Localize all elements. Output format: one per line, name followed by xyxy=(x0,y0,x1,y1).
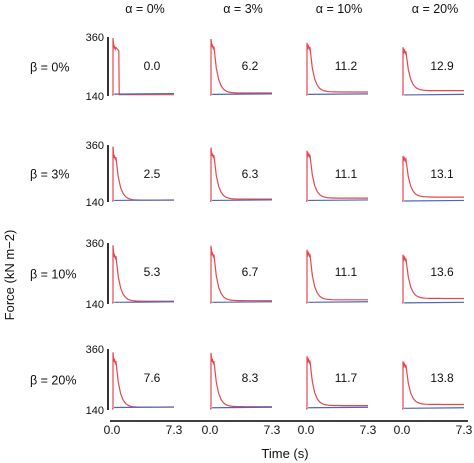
row-header-0: β = 0% xyxy=(30,61,70,75)
baseline-trace-2-1 xyxy=(212,301,273,303)
force-trace-3-3 xyxy=(402,361,464,410)
y-tick-label-2-0: 360 xyxy=(86,238,104,250)
force-trace-2-0 xyxy=(112,245,174,304)
force-trace-3-2 xyxy=(306,356,368,410)
baseline-trace-1-0 xyxy=(114,199,175,202)
panel-0-2: 11.2 xyxy=(306,42,369,96)
y-tick-label-2-1: 140 xyxy=(86,299,104,311)
panel-1-0: 2.5 xyxy=(112,146,175,202)
baseline-trace-0-1 xyxy=(212,93,273,95)
baseline-trace-2-3 xyxy=(404,301,465,304)
baseline-trace-1-2 xyxy=(308,199,369,202)
panel-2-1: 6.7 xyxy=(210,245,273,304)
baseline-trace-2-2 xyxy=(308,301,369,303)
baseline-trace-3-3 xyxy=(404,407,465,409)
y-axis-label: Force (kN m−2) xyxy=(2,230,17,321)
panel-1-1: 6.3 xyxy=(210,147,273,202)
force-trace-0-3 xyxy=(402,47,464,96)
column-headers: α = 0% α = 3% α = 10% α = 20% xyxy=(125,2,458,16)
y-tick-label-3-1: 140 xyxy=(86,405,104,417)
panel-value-label-3-2: 11.7 xyxy=(335,371,358,385)
row-header-2: β = 10% xyxy=(30,268,76,282)
panel-value-label-3-1: 8.3 xyxy=(242,371,259,385)
y-tick-label-1-0: 360 xyxy=(86,140,104,152)
force-trace-2-1 xyxy=(210,245,272,304)
panel-3-3: 13.8 xyxy=(402,361,465,410)
panel-value-label-2-0: 5.3 xyxy=(144,265,161,279)
y-tick-label-3-0: 360 xyxy=(86,344,104,356)
panel-value-label-1-3: 13.1 xyxy=(430,167,454,181)
panel-value-label-3-0: 7.6 xyxy=(144,371,161,385)
panel-value-label-0-0: 0.0 xyxy=(144,59,161,73)
panel-3-2: 11.7 xyxy=(306,356,369,410)
panel-value-label-1-2: 11.1 xyxy=(335,167,358,181)
panel-0-3: 12.9 xyxy=(402,47,465,96)
x-tick-label-0-0: 0.0 xyxy=(104,423,121,437)
panel-2-0: 5.3 xyxy=(112,245,175,304)
y-tick-label-0-1: 140 xyxy=(86,91,104,103)
panel-value-label-0-2: 11.2 xyxy=(335,59,358,73)
panel-3-0: 7.6 xyxy=(112,352,175,410)
x-tick-label-2-0: 0.0 xyxy=(298,423,315,437)
y-tick-label-0-0: 360 xyxy=(86,32,104,44)
x-tick-label-3-1: 7.3 xyxy=(456,423,473,437)
panel-value-label-1-0: 2.5 xyxy=(144,167,161,181)
x-tick-label-1-1: 7.3 xyxy=(264,423,281,437)
panel-3-1: 8.3 xyxy=(210,352,273,410)
column-header-3: α = 20% xyxy=(412,2,459,16)
force-trace-0-1 xyxy=(210,39,272,96)
panel-1-2: 11.1 xyxy=(306,150,369,202)
panel-value-label-2-2: 11.1 xyxy=(335,265,358,279)
panel-value-label-3-3: 13.8 xyxy=(430,371,454,385)
panel-1-3: 13.1 xyxy=(402,155,465,202)
row-header-3: β = 20% xyxy=(30,374,76,388)
baseline-trace-1-1 xyxy=(212,199,273,202)
force-trace-3-1 xyxy=(210,352,272,410)
baseline-trace-2-0 xyxy=(114,301,175,303)
baseline-trace-3-0 xyxy=(114,406,175,409)
baseline-trace-1-3 xyxy=(404,199,465,202)
x-tick-label-1-0: 0.0 xyxy=(202,423,219,437)
panel-value-label-0-3: 12.9 xyxy=(430,59,454,73)
panel-0-0: 0.0 xyxy=(112,38,175,96)
column-header-0: α = 0% xyxy=(125,2,165,16)
force-trace-1-1 xyxy=(210,147,272,202)
y-tick-label-1-1: 140 xyxy=(86,197,104,209)
baseline-trace-3-1 xyxy=(212,406,273,409)
panel-0-1: 6.2 xyxy=(210,39,273,96)
column-header-2: α = 10% xyxy=(316,2,363,16)
panel-value-label-0-1: 6.2 xyxy=(242,59,259,73)
x-tick-label-3-0: 0.0 xyxy=(394,423,411,437)
column-header-1: α = 3% xyxy=(223,2,263,16)
panels: 0.0 6.2 11.2 12.9 2.5 6.3 11.1 13.1 5.3 6.7 11.1 13… xyxy=(112,38,465,410)
force-trace-1-2 xyxy=(306,150,368,202)
force-trace-0-0 xyxy=(112,38,174,96)
row-headers: β = 0% β = 3% β = 10% β = 20% xyxy=(30,61,76,388)
force-trace-2-3 xyxy=(402,254,464,304)
force-trace-0-2 xyxy=(306,42,368,96)
x-tick-label-2-1: 7.3 xyxy=(360,423,377,437)
row-header-1: β = 3% xyxy=(30,168,70,182)
baseline-trace-0-0 xyxy=(114,92,175,95)
panel-2-3: 13.6 xyxy=(402,254,465,304)
baseline-trace-3-2 xyxy=(308,406,369,409)
panel-2-2: 11.1 xyxy=(306,249,369,304)
force-trace-1-3 xyxy=(402,155,464,202)
baseline-trace-0-2 xyxy=(308,93,369,95)
x-tick-label-0-1: 7.3 xyxy=(166,423,183,437)
x-axis-label: Time (s) xyxy=(261,446,308,461)
panel-value-label-2-1: 6.7 xyxy=(242,265,259,279)
panel-value-label-2-3: 13.6 xyxy=(430,265,454,279)
force-trace-2-2 xyxy=(306,249,368,304)
baseline-trace-0-3 xyxy=(404,93,465,96)
panel-value-label-1-1: 6.3 xyxy=(242,167,259,181)
